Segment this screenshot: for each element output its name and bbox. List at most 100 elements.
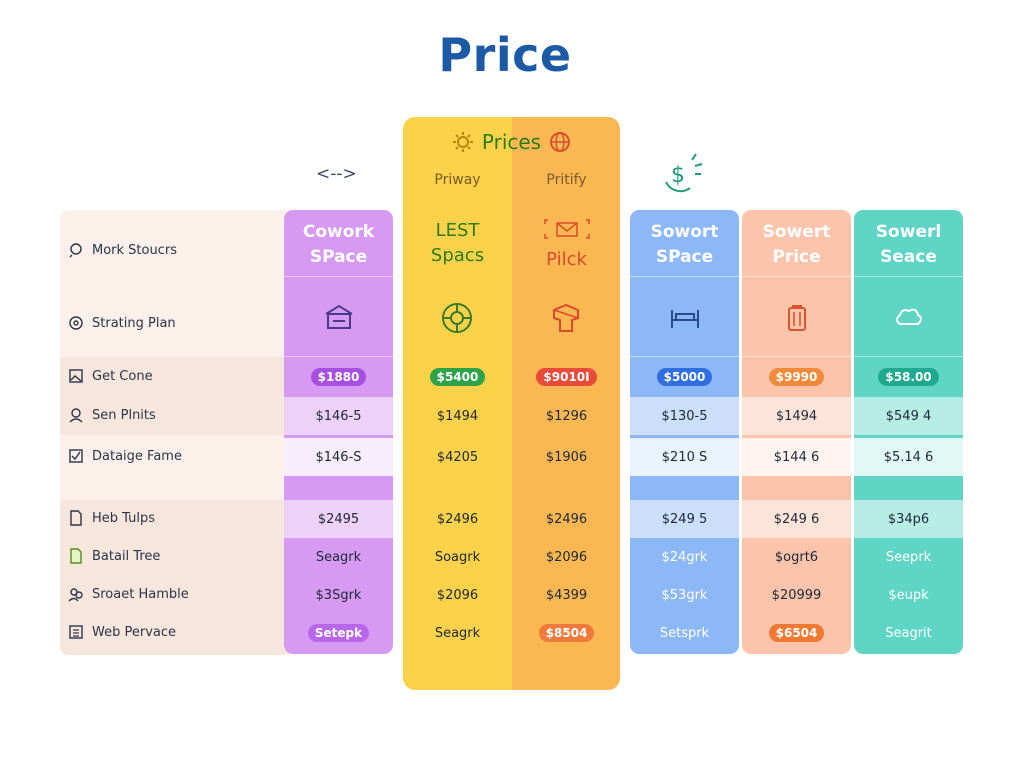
plan-cell: $144 6 (742, 438, 851, 476)
lifebuoy-icon (442, 303, 472, 333)
plan-cell: $549 4 (854, 397, 963, 435)
cell-value: $2096 (545, 549, 588, 565)
plan-cell: $ogrt6 (742, 538, 851, 576)
plan-cell: $eupk (854, 576, 963, 614)
featured-header: Prices (403, 130, 620, 154)
plan-title: Cowork SPace (284, 220, 393, 270)
price-cell: $1880 (284, 358, 393, 396)
plan-column-sowort-space: Sowort SPace $5000 $130-5 $210 S $249 5 $24grk… (630, 210, 739, 654)
cell-value: $53grk (661, 587, 708, 603)
plan-cell: $2096 (403, 576, 512, 614)
plan-icon-wrap (854, 302, 963, 334)
feature-label: Web Pervace (92, 624, 176, 640)
check-icon (69, 449, 83, 463)
cell-value: $20999 (771, 587, 822, 603)
group-icon (68, 588, 83, 602)
featured-plan (403, 117, 620, 690)
group-icon (68, 586, 84, 602)
price-badge[interactable]: $9990 (768, 368, 825, 386)
file-green-icon (70, 548, 82, 564)
plan-cell: Soagrk (403, 538, 512, 576)
feature-row: Strating Plan (68, 304, 278, 342)
divider (284, 276, 393, 277)
cell-value: $ogrt6 (774, 549, 819, 565)
plan-title-line1: Sowort (650, 222, 719, 242)
cell-value: Seagrk (434, 625, 481, 641)
feature-row: Get Cone (68, 357, 278, 395)
price-badge[interactable]: $5400 (429, 368, 486, 386)
feature-row: Batail Tree (68, 537, 278, 575)
plan-cell: Seagrk (284, 538, 393, 576)
plan-cell: Seagrk (403, 614, 512, 652)
file-icon (68, 510, 84, 526)
plan-cell: $249 5 (630, 500, 739, 538)
feature-label: Mork Stoucrs (92, 242, 177, 258)
cell-value: $3Sgrk (315, 587, 362, 603)
plan-cell: $146-S (284, 438, 393, 476)
sowort-space-plan-icon (670, 310, 699, 328)
doc-list-icon (68, 624, 84, 640)
divider (854, 356, 963, 357)
nav-arrows-icon[interactable]: <--> (316, 164, 357, 184)
plan-title-line2: SPace (309, 247, 368, 267)
box-icon (553, 303, 579, 332)
globe-icon (550, 132, 571, 152)
question-icon (68, 242, 84, 258)
file-icon (70, 510, 82, 526)
featured-left-title-line1: LEST (435, 220, 480, 241)
cell-value: $146-S (315, 449, 362, 465)
cell-value: Setsprk (659, 625, 710, 641)
cell-value: $34p6 (887, 511, 930, 527)
divider (854, 276, 963, 277)
cell-value: $249 6 (773, 511, 820, 527)
check-icon (68, 448, 84, 464)
featured-right-bg (512, 117, 620, 690)
cell-value: Soagrk (434, 549, 481, 565)
cell-value: $24grk (661, 549, 708, 565)
settings-icon (69, 316, 83, 330)
cell-value: $249 5 (661, 511, 708, 527)
cell-value: $1494 (436, 408, 479, 424)
svg-text:$: $ (671, 163, 685, 188)
cell-value: $549 4 (885, 408, 932, 424)
featured-left-bg (403, 117, 512, 690)
price-badge[interactable]: $9010I (536, 368, 597, 386)
question-icon (69, 243, 82, 258)
plan-title: Sowerl Seace (854, 220, 963, 270)
plan-title-line1: Cowork (302, 222, 375, 242)
dollar-sign-icon: $ (665, 153, 703, 193)
plan-cell: $20999 (742, 576, 851, 614)
price-badge[interactable]: $58.00 (878, 368, 939, 386)
user-icon (69, 408, 83, 423)
cell-value: Seagrk (315, 549, 362, 565)
cta-pill[interactable]: Setepk (307, 624, 370, 642)
plan-cell: $3Sgrk (284, 576, 393, 614)
featured-right-title: Pilck (512, 218, 621, 272)
plan-title: Sowort SPace (630, 220, 739, 270)
plan-cell: $2496 (512, 500, 621, 538)
plan-title-line2: Price (772, 247, 821, 267)
feature-row: Mork Stoucrs (68, 231, 278, 269)
feature-label: Batail Tree (92, 548, 161, 564)
featured-left-sublabel: Priway (434, 172, 481, 188)
plan-cell: $1494 (742, 397, 851, 435)
cell-value: $eupk (888, 587, 929, 603)
cell-value: $2096 (436, 587, 479, 603)
plan-icon-wrap (742, 302, 851, 334)
plan-cell: $4399 (512, 576, 621, 614)
price-cell: $9010I (512, 358, 621, 396)
cta-pill[interactable]: $6504 (768, 624, 825, 642)
settings-icon (68, 315, 84, 331)
price-badge[interactable]: $1880 (310, 368, 367, 386)
divider (742, 276, 851, 277)
plan-cell: Seagrit (854, 614, 963, 652)
plan-cell: $2495 (284, 500, 393, 538)
cell-value: $1906 (545, 449, 588, 465)
cell-value: $1494 (775, 408, 818, 424)
price-badge[interactable]: $5000 (656, 368, 713, 386)
cta-pill[interactable]: $8504 (538, 624, 595, 642)
feature-band (60, 357, 292, 435)
feature-row: Sroaet Hamble (68, 575, 278, 613)
plan-cell: $24grk (630, 538, 739, 576)
plan-title-line1: Sowerl (875, 222, 942, 242)
